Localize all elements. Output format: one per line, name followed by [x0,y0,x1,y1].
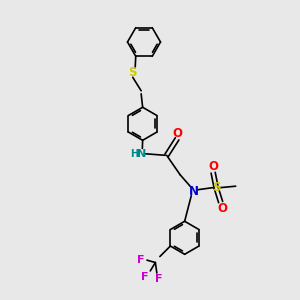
Text: S: S [128,66,137,79]
Text: N: N [136,149,146,159]
Text: F: F [154,274,162,284]
Text: O: O [172,127,182,140]
Text: O: O [208,160,218,173]
Text: S: S [212,181,220,194]
Text: F: F [137,254,145,265]
Text: F: F [141,272,148,282]
Text: N: N [189,185,199,198]
Text: O: O [217,202,227,214]
Text: H: H [130,149,138,159]
